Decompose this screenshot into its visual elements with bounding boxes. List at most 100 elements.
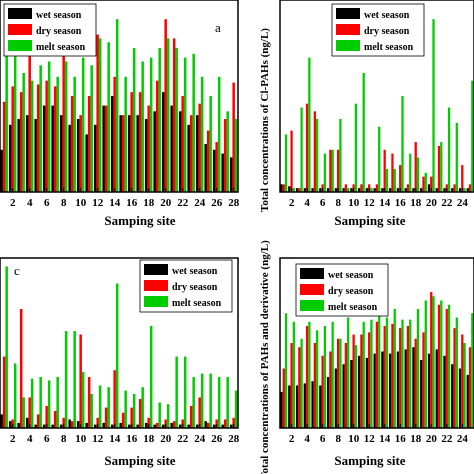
bar [420,188,423,192]
bar [204,421,207,428]
bar [28,51,31,193]
x-tick-label: 18 [410,433,422,445]
bar [104,407,108,428]
bar [56,76,59,192]
bar [76,119,80,192]
bar [381,188,384,192]
bar [354,345,358,429]
bar [319,385,322,428]
bar [212,149,216,192]
bar [354,103,358,192]
bar [282,368,285,428]
bar [443,188,446,192]
bar [323,153,327,192]
bar [85,422,88,428]
legend-label: melt season [172,298,222,309]
bar [234,119,238,192]
bar [62,28,65,192]
bar [79,115,82,192]
bar [365,357,369,429]
bar [2,356,6,428]
bar [234,390,238,428]
bar [313,111,316,192]
panel-c-xlabel: Samping site [104,453,175,468]
bar [226,111,229,192]
bar [453,184,456,192]
bar [404,188,407,192]
panel-d-ylabel: Total concentrations of PAHs and derivat… [259,240,271,474]
bar [455,122,458,192]
bar [47,380,51,428]
bar [422,176,425,192]
bar [468,184,472,192]
legend-swatch [300,300,324,311]
legend-label: wet season [36,10,82,21]
bar [451,188,454,192]
bar [463,343,466,428]
bar [172,421,176,428]
bar [187,124,190,192]
bar [189,405,193,428]
bar [308,57,311,192]
bar [229,424,233,428]
bar [298,188,301,192]
bar [416,309,420,428]
bar [17,422,20,428]
bar [378,309,381,428]
bar [300,107,303,192]
bar [232,82,235,192]
bar [422,332,425,429]
bar [8,421,12,428]
bar [385,168,389,192]
legend-label: melt season [364,42,414,53]
bar [435,188,438,192]
bar [155,422,159,428]
bar [161,92,165,192]
bars [0,19,238,193]
panel-c-label: c [14,263,20,278]
bar [357,355,361,428]
bar [334,368,337,428]
x-tick-label: 20 [160,433,172,445]
bar [221,153,224,192]
bar [206,130,210,192]
bar [147,417,150,428]
panel-b: Samping site Total concentrations of Cl-… [259,0,474,228]
bar [149,326,153,428]
bar [420,360,423,428]
legend: wet season dry season melt season [331,3,425,57]
bar [178,424,182,428]
bar [284,134,288,192]
bar [119,115,122,192]
bar [110,424,114,428]
bar [68,419,71,428]
bar [70,96,74,192]
bar [393,168,396,192]
bar [375,321,379,428]
x-tick-label: 14 [379,433,391,445]
bar [42,424,46,428]
bar [461,334,464,428]
bar [127,424,131,428]
legend: wet season dry season melt season [139,259,233,313]
bar [62,417,65,428]
bar [34,119,37,192]
x-tick-label: 14 [379,197,391,209]
bar [85,134,88,192]
bar [468,347,472,428]
x-tick-label: 24 [457,433,469,445]
bar [315,119,319,192]
bar [389,353,392,429]
bar [183,57,187,192]
x-tick-label: 12 [92,197,104,209]
bar [331,149,334,192]
x-tick-label: 10 [348,197,360,209]
bar [280,391,283,429]
x-tick-label: 16 [126,197,138,209]
bar [451,364,454,428]
bar [59,424,63,428]
bar [45,80,48,192]
bar [51,105,54,192]
legend-swatch [336,24,360,35]
